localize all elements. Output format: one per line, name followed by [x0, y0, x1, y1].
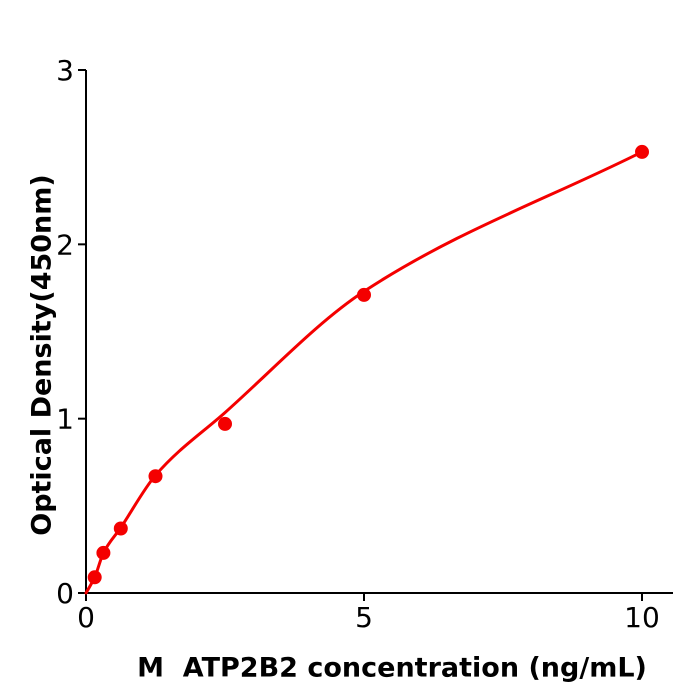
y-axis-title: Optical Density(450nm): [26, 174, 58, 536]
x-tick-label: 10: [624, 601, 660, 634]
data-point: [87, 570, 102, 585]
fit-curve: [84, 150, 644, 595]
x-tick-label: 0: [77, 601, 95, 634]
data-point: [635, 144, 649, 159]
data-point: [148, 469, 163, 484]
data-point: [357, 287, 371, 302]
data-point: [96, 545, 111, 560]
data-point: [218, 416, 232, 431]
x-tick-label: 5: [355, 601, 373, 634]
y-tick-label: 0: [56, 577, 74, 610]
x-axis-title: M ATP2B2 concentration (ng/mL): [137, 652, 647, 684]
y-tick-label: 3: [56, 54, 74, 87]
y-tick-label: 1: [56, 403, 74, 436]
data-point: [113, 521, 128, 536]
y-tick-label: 2: [56, 228, 74, 261]
